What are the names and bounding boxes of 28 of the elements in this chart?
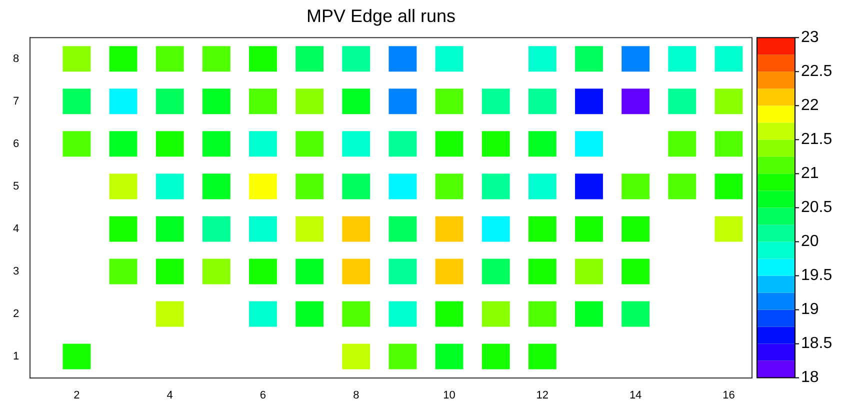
x-tick-label: 8	[353, 389, 360, 402]
x-tick-label: 4	[166, 389, 173, 402]
y-tick-label: 5	[12, 180, 20, 192]
y-tick-label: 6	[12, 138, 20, 150]
y-tick-label: 3	[12, 266, 20, 278]
y-tick-label: 1	[12, 350, 20, 363]
color-bar-label: 18.5	[801, 335, 832, 352]
color-bar-label: 22	[801, 97, 819, 114]
x-tick-label: 16	[722, 389, 735, 402]
y-tick-label: 2	[12, 308, 20, 320]
y-tick-label: 7	[12, 95, 20, 108]
color-bar-label: 21.5	[801, 131, 832, 148]
x-tick-label: 2	[74, 389, 80, 402]
x-tick-label: 14	[629, 389, 642, 402]
color-bar-label: 18	[801, 369, 819, 386]
color-bar-label: 20	[801, 233, 819, 250]
x-tick-label: 12	[536, 389, 549, 402]
y-tick-label: 8	[12, 52, 20, 65]
color-bar-label: 22.5	[801, 63, 832, 80]
color-bar-label: 20.5	[801, 199, 832, 216]
x-tick-label: 6	[260, 389, 266, 402]
chart-title: MPV Edge all runs	[306, 6, 456, 26]
color-bar-label: 19.5	[801, 267, 832, 284]
x-tick-label: 10	[443, 389, 456, 402]
color-bar-label: 21	[801, 165, 819, 182]
color-bar-label: 19	[801, 301, 819, 318]
y-tick-label: 4	[12, 222, 20, 235]
color-bar-label: 23	[801, 29, 819, 46]
